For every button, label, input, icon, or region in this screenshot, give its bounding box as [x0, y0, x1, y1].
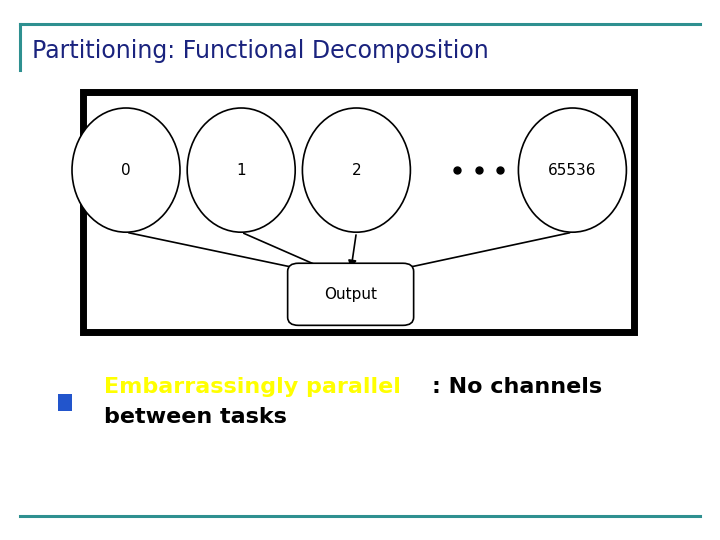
- Text: 1: 1: [236, 163, 246, 178]
- Ellipse shape: [187, 108, 295, 232]
- Text: 65536: 65536: [548, 163, 597, 178]
- FancyBboxPatch shape: [58, 394, 72, 411]
- Text: : No channels: : No channels: [432, 377, 602, 397]
- Ellipse shape: [518, 108, 626, 232]
- Text: Embarrassingly parallel: Embarrassingly parallel: [104, 377, 401, 397]
- Ellipse shape: [302, 108, 410, 232]
- Ellipse shape: [72, 108, 180, 232]
- FancyBboxPatch shape: [288, 263, 413, 325]
- FancyBboxPatch shape: [83, 92, 634, 332]
- Text: 0: 0: [121, 163, 131, 178]
- Text: between tasks: between tasks: [104, 407, 287, 428]
- Text: Output: Output: [324, 287, 377, 302]
- Text: 2: 2: [351, 163, 361, 178]
- Text: Partitioning: Functional Decomposition: Partitioning: Functional Decomposition: [32, 39, 489, 63]
